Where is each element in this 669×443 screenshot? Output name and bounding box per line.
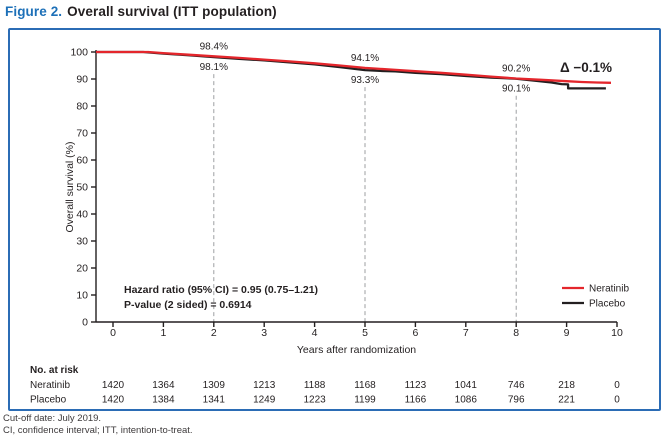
at-risk-value: 746 bbox=[508, 380, 525, 391]
y-tick-label: 50 bbox=[76, 182, 88, 194]
annotation-top-year-8: 90.2% bbox=[502, 63, 530, 74]
at-risk-value: 1086 bbox=[455, 395, 478, 406]
figure-number: Figure 2. bbox=[5, 4, 63, 19]
x-axis-title: Years after randomization bbox=[297, 344, 416, 356]
at-risk-value: 1123 bbox=[405, 380, 427, 391]
x-tick-label: 2 bbox=[211, 327, 217, 339]
p-value-text: P-value (2 sided) = 0.6914 bbox=[124, 299, 252, 311]
x-tick-label: 8 bbox=[513, 327, 519, 339]
figure-border-box bbox=[8, 28, 661, 411]
survival-annotations: 98.4% 98.1% 94.1% 93.3% 90.2% 90.1% bbox=[200, 41, 531, 94]
figure-footnotes: Cut-off date: July 2019. CI, confidence … bbox=[3, 413, 193, 436]
at-risk-value: 1364 bbox=[152, 380, 175, 391]
footnote-cutoff: Cut-off date: July 2019. bbox=[3, 413, 102, 424]
at-risk-value: 1384 bbox=[152, 395, 175, 406]
axes bbox=[91, 50, 618, 327]
at-risk-value: 1341 bbox=[203, 395, 226, 406]
at-risk-value: 221 bbox=[558, 395, 575, 406]
y-tick-label: 30 bbox=[76, 236, 88, 248]
annotation-bottom-year-5: 93.3% bbox=[351, 75, 379, 86]
x-tick-label: 10 bbox=[611, 327, 623, 339]
at-risk-value: 1199 bbox=[354, 395, 376, 406]
figure-title: Figure 2. Overall survival (ITT populatio… bbox=[5, 4, 277, 19]
legend-label-placebo: Placebo bbox=[589, 299, 626, 310]
annotation-top-year-2: 98.4% bbox=[200, 41, 228, 52]
figure-title-text: Overall survival (ITT population) bbox=[67, 4, 277, 19]
x-tick-label: 5 bbox=[362, 327, 368, 339]
at-risk-row-label-neratinib: Neratinib bbox=[30, 380, 70, 391]
at-risk-value: 0 bbox=[614, 395, 620, 406]
at-risk-value: 1223 bbox=[303, 395, 326, 406]
at-risk-value: 1420 bbox=[102, 395, 125, 406]
y-tick-label: 0 bbox=[82, 317, 88, 329]
y-tick-label: 40 bbox=[76, 209, 88, 221]
at-risk-value: 0 bbox=[614, 380, 620, 391]
tick-labels: 0 10 20 30 40 50 60 70 80 90 100 0 1 2 3 4 5 6 7 8 9 10 bbox=[70, 47, 623, 340]
x-tick-label: 9 bbox=[564, 327, 570, 339]
annotation-bottom-year-8: 90.1% bbox=[502, 84, 530, 95]
at-risk-value: 1041 bbox=[455, 380, 478, 391]
x-tick-label: 0 bbox=[110, 327, 116, 339]
y-tick-label: 100 bbox=[70, 47, 88, 59]
at-risk-value: 1188 bbox=[304, 380, 326, 391]
at-risk-header: No. at risk bbox=[30, 365, 79, 376]
hazard-ratio-text: Hazard ratio (95% CI) = 0.95 (0.75–1.21) bbox=[124, 284, 318, 296]
legend-label-neratinib: Neratinib bbox=[589, 284, 629, 295]
y-tick-label: 10 bbox=[76, 290, 88, 302]
x-tick-label: 7 bbox=[463, 327, 469, 339]
delta-label: Δ −0.1% bbox=[560, 60, 612, 75]
annotation-top-year-5: 94.1% bbox=[351, 53, 379, 64]
reference-lines bbox=[213, 74, 517, 322]
at-risk-value: 218 bbox=[558, 380, 575, 391]
y-axis-title: Overall survival (%) bbox=[64, 141, 76, 232]
x-tick-label: 4 bbox=[312, 327, 318, 339]
y-tick-label: 70 bbox=[76, 128, 88, 140]
legend: Neratinib Placebo bbox=[562, 284, 629, 310]
y-tick-label: 20 bbox=[76, 263, 88, 275]
footnote-abbreviations: CI, confidence interval; ITT, intention-… bbox=[3, 424, 193, 436]
at-risk-value: 1249 bbox=[253, 395, 276, 406]
at-risk-value: 1168 bbox=[354, 380, 376, 391]
at-risk-table: No. at risk Neratinib 1420 1364 1309 1213 1188… bbox=[30, 365, 620, 406]
x-tick-label: 1 bbox=[160, 327, 166, 339]
at-risk-value: 1309 bbox=[203, 380, 226, 391]
y-tick-label: 80 bbox=[76, 101, 88, 113]
at-risk-row-label-placebo: Placebo bbox=[30, 395, 67, 406]
at-risk-value: 1420 bbox=[102, 380, 125, 391]
at-risk-value: 796 bbox=[508, 395, 525, 406]
x-tick-label: 6 bbox=[412, 327, 418, 339]
x-tick-label: 3 bbox=[261, 327, 267, 339]
stats-box: Hazard ratio (95% CI) = 0.95 (0.75–1.21)… bbox=[124, 284, 318, 311]
neratinib-curve bbox=[96, 50, 612, 84]
at-risk-value: 1213 bbox=[253, 380, 276, 391]
annotation-bottom-year-2: 98.1% bbox=[200, 62, 228, 73]
y-tick-label: 60 bbox=[76, 155, 88, 167]
at-risk-value: 1166 bbox=[405, 395, 427, 406]
y-tick-label: 90 bbox=[76, 74, 88, 86]
